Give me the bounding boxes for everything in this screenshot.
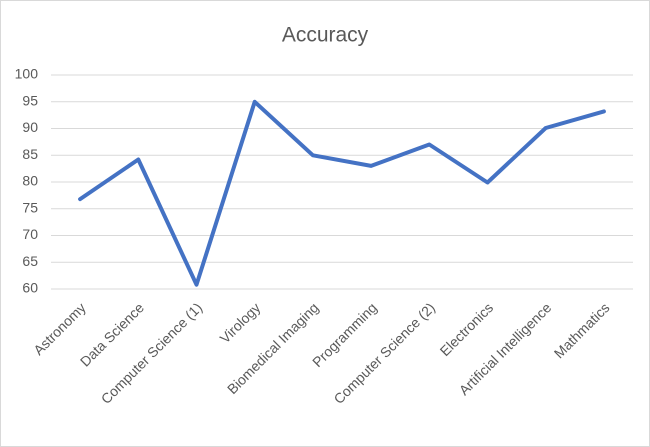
y-tick-label: 90 bbox=[22, 119, 38, 135]
y-tick-label: 65 bbox=[22, 253, 38, 269]
data-line bbox=[78, 99, 606, 287]
y-tick-label: 80 bbox=[22, 173, 38, 189]
y-tick-label: 60 bbox=[22, 280, 38, 296]
y-tick-label: 95 bbox=[22, 92, 38, 108]
y-tick-label: 85 bbox=[22, 146, 38, 162]
y-tick-label: 70 bbox=[22, 226, 38, 242]
y-tick-label: 100 bbox=[15, 66, 39, 82]
chart-title: Accuracy bbox=[282, 24, 369, 47]
y-tick-label: 75 bbox=[22, 199, 38, 215]
